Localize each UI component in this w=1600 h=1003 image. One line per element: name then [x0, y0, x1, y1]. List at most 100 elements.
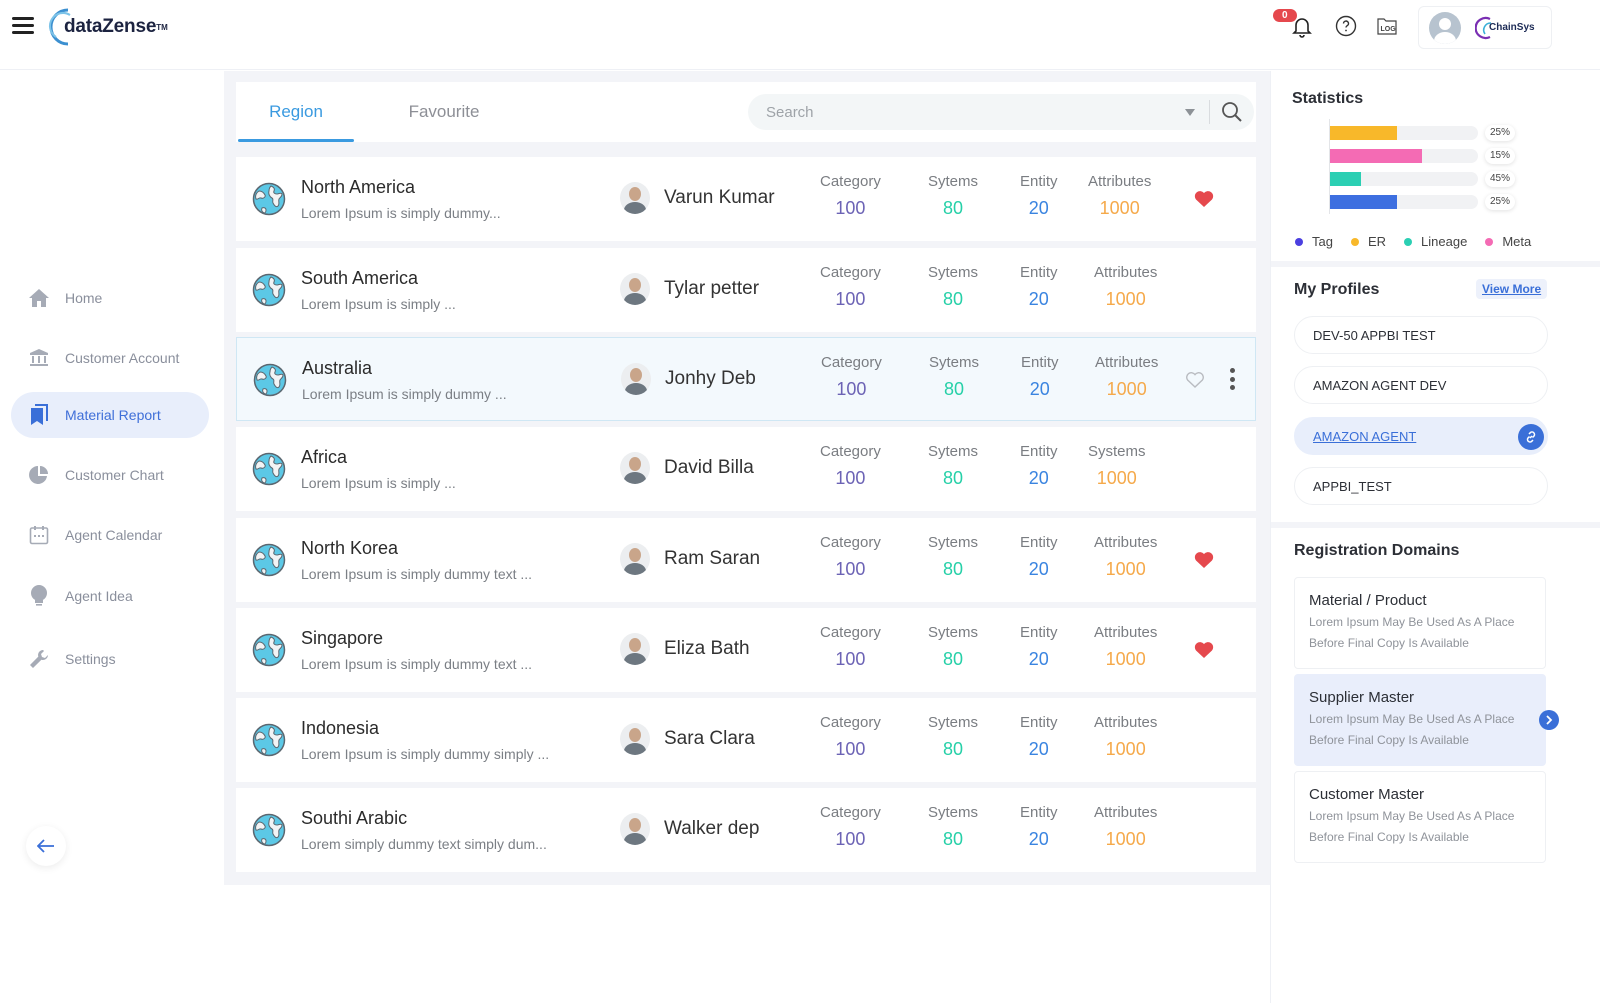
- region-description: Lorem Ipsum is simply ...: [301, 296, 456, 312]
- stat-label: Entity: [1020, 443, 1058, 460]
- region-description: Lorem simply dummy text simply dum...: [301, 836, 547, 852]
- stat-value: 20: [1028, 468, 1049, 488]
- more-options-icon[interactable]: [1227, 366, 1237, 392]
- region-description: Lorem Ipsum is simply dummy ...: [302, 386, 507, 402]
- active-tab-indicator: [238, 139, 354, 142]
- stat-0: Category 100: [820, 443, 881, 489]
- right-panel: Statistics 25% 15% 45% 25% Tag ER Lineage M…: [1270, 71, 1600, 1003]
- stat-1: Sytems 80: [928, 714, 978, 760]
- region-name: North Korea: [301, 538, 399, 558]
- stat-label: Sytems: [929, 354, 980, 371]
- person-avatar: [621, 363, 651, 395]
- profile-label: AMAZON AGENT: [1313, 428, 1417, 444]
- sidebar-item-customer-account[interactable]: Customer Account: [11, 335, 209, 381]
- favourite-heart-outline-icon[interactable]: [1185, 371, 1205, 389]
- domain-next-button[interactable]: [1539, 710, 1559, 730]
- region-row[interactable]: Africa Lorem Ipsum is simply ... David B…: [236, 427, 1256, 511]
- sidebar-item-material-report[interactable]: Material Report: [11, 392, 209, 438]
- stat-label: Category: [820, 443, 881, 460]
- stat-label: Attributes: [1094, 804, 1158, 821]
- stat-0: Category 100: [820, 264, 881, 310]
- stat-3: Attributes 1000: [1094, 624, 1157, 670]
- hamburger-menu-icon[interactable]: [12, 17, 34, 35]
- region-row[interactable]: North America Lorem Ipsum is simply dumm…: [236, 157, 1256, 241]
- user-profile-box[interactable]: ChainSys: [1418, 6, 1552, 49]
- domain-card[interactable]: Supplier Master Lorem Ipsum May Be Used …: [1294, 674, 1559, 766]
- help-button[interactable]: [1334, 14, 1358, 38]
- stat-label: Attributes: [1088, 173, 1152, 190]
- domain-card[interactable]: Customer Master Lorem Ipsum May Be Used …: [1294, 771, 1546, 863]
- legend-dot-icon: [1404, 237, 1413, 246]
- profile-item[interactable]: AMAZON AGENT DEV: [1294, 366, 1548, 404]
- stat-3: Attributes 1000: [1094, 714, 1157, 760]
- sidebar-item-customer-chart[interactable]: Customer Chart: [11, 452, 209, 498]
- region-row[interactable]: Southi Arabic Lorem simply dummy text si…: [236, 788, 1256, 872]
- sidebar-item-agent-calendar[interactable]: Agent Calendar: [11, 512, 209, 558]
- stat-0: Category 100: [820, 804, 881, 850]
- stat-label: Category: [820, 804, 881, 821]
- view-more-link[interactable]: View More: [1476, 279, 1548, 299]
- globe-icon: [253, 363, 287, 397]
- stat-value: 100: [835, 739, 866, 759]
- search-bar: [748, 94, 1254, 130]
- left-sidebar: Home Customer Account Material Report Cu…: [0, 71, 224, 1003]
- profile-item[interactable]: APPBI_TEST: [1294, 467, 1548, 505]
- stat-value: 1000: [1105, 649, 1146, 669]
- stat-value: 1000: [1099, 198, 1140, 218]
- person-avatar: [620, 543, 650, 575]
- profile-item[interactable]: DEV-50 APPBI TEST: [1294, 316, 1548, 354]
- stat-bar-fill: [1330, 172, 1361, 186]
- stat-1: Sytems 80: [928, 443, 978, 489]
- stat-value: 80: [942, 289, 964, 309]
- region-row[interactable]: North Korea Lorem Ipsum is simply dummy …: [236, 518, 1256, 602]
- favourite-heart-filled-icon[interactable]: [1194, 190, 1214, 208]
- region-row[interactable]: Australia Lorem Ipsum is simply dummy ..…: [236, 337, 1256, 421]
- sidebar-item-agent-idea[interactable]: Agent Idea: [11, 573, 209, 619]
- person-name: Sara Clara: [664, 728, 755, 749]
- my-profiles-title: My Profiles: [1294, 281, 1380, 298]
- sidebar-item-home[interactable]: Home: [11, 275, 209, 321]
- bell-icon: [1292, 18, 1312, 38]
- stat-value: 80: [942, 829, 964, 849]
- stat-value: 80: [942, 649, 964, 669]
- stat-value: 1000: [1106, 379, 1147, 399]
- tab-region[interactable]: Region: [269, 102, 323, 121]
- globe-icon: [252, 452, 286, 486]
- logo-arc-icon: [49, 8, 71, 46]
- stat-bar-track: [1330, 195, 1478, 209]
- datazense-logo[interactable]: dataZense TM: [46, 6, 168, 48]
- link-button[interactable]: [1518, 424, 1544, 450]
- search-filter-dropdown-icon[interactable]: [1185, 108, 1195, 116]
- search-button[interactable]: [1210, 94, 1254, 130]
- domain-card[interactable]: Material / Product Lorem Ipsum May Be Us…: [1294, 577, 1546, 669]
- favourite-heart-filled-icon[interactable]: [1194, 551, 1214, 569]
- stat-1: Sytems 80: [928, 173, 978, 219]
- stat-value: 1000: [1105, 559, 1146, 579]
- stat-2: Entity 20: [1021, 354, 1059, 400]
- logo-text: dataZense: [64, 16, 157, 37]
- sidebar-item-settings[interactable]: Settings: [11, 636, 209, 682]
- log-button[interactable]: LOG: [1375, 14, 1399, 38]
- person-name: David Billa: [664, 457, 754, 478]
- region-row[interactable]: Indonesia Lorem Ipsum is simply dummy si…: [236, 698, 1256, 782]
- stat-bar-percent: 25%: [1485, 194, 1515, 210]
- tab-favourite[interactable]: Favourite: [408, 102, 480, 121]
- region-row[interactable]: Singapore Lorem Ipsum is simply dummy te…: [236, 608, 1256, 692]
- stat-label: Category: [820, 534, 881, 551]
- profile-item[interactable]: AMAZON AGENT: [1294, 417, 1548, 455]
- region-row[interactable]: South America Lorem Ipsum is simply ... …: [236, 248, 1256, 332]
- person-avatar: [620, 273, 650, 305]
- person-avatar: [620, 633, 650, 665]
- collapse-sidebar-button[interactable]: [26, 826, 66, 866]
- stat-label: Attributes: [1094, 714, 1158, 731]
- stat-label: Entity: [1020, 534, 1058, 551]
- favourite-heart-filled-icon[interactable]: [1194, 641, 1214, 659]
- region-name: Australia: [302, 358, 373, 378]
- search-input[interactable]: [748, 94, 1185, 130]
- notifications-button[interactable]: 0: [1273, 9, 1314, 38]
- stat-0: Category 100: [820, 173, 881, 219]
- region-name: Indonesia: [301, 718, 380, 738]
- sidebar-item-label: Material Report: [65, 407, 161, 423]
- user-avatar[interactable]: [1429, 11, 1461, 44]
- region-description: Lorem Ipsum is simply dummy simply ...: [301, 746, 550, 762]
